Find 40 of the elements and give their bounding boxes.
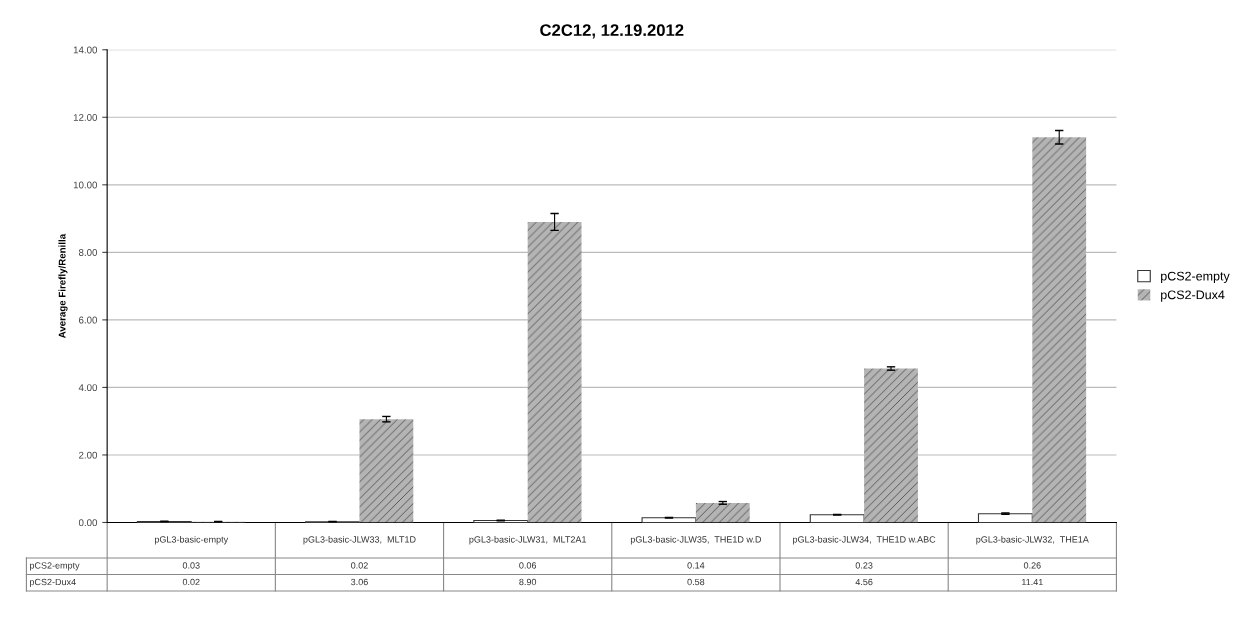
x-tick-label: pGL3-basic-JLW34, THE1D w.ABC xyxy=(793,536,936,545)
chart-title: C2C12, 12.19.2012 xyxy=(540,24,684,39)
legend-label: pCS2-Dux4 xyxy=(1161,290,1225,302)
x-tick-label: pGL3-basic-JLW33, MLT1D xyxy=(303,536,416,545)
y-tick-label: 8.00 xyxy=(78,249,98,256)
y-tick-label: 10.00 xyxy=(73,181,98,189)
bar xyxy=(641,517,697,523)
bar xyxy=(527,221,582,523)
data-label: 0.14 xyxy=(687,562,705,569)
y-axis-title: Average Firefly/Renilla xyxy=(58,233,68,339)
data-label: 0.26 xyxy=(1023,562,1041,569)
data-label: 4.56 xyxy=(855,578,873,586)
y-tick-label: 6.00 xyxy=(79,316,98,324)
x-tick-label: pGL3-basic-JLW31, MLT2A1 xyxy=(469,536,587,545)
bar xyxy=(809,514,865,523)
data-label: 0.02 xyxy=(182,578,200,586)
legend-label: pCS2-empty xyxy=(1161,271,1230,283)
bar xyxy=(695,502,750,523)
bar xyxy=(1032,137,1087,523)
bar xyxy=(977,513,1033,523)
y-tick-label: 0.00 xyxy=(78,519,98,527)
data-label: 11.41 xyxy=(1022,578,1043,586)
x-tick-label: pGL3-basic-JLW35, THE1D w.D xyxy=(630,536,762,545)
data-label: 0.02 xyxy=(351,562,368,569)
text: pCS2-empty xyxy=(30,562,80,571)
y-tick-label: 14.00 xyxy=(73,46,98,54)
text: pCS2-Dux4 xyxy=(30,578,76,587)
data-label: 8.90 xyxy=(519,578,537,586)
data-label: 0.23 xyxy=(855,562,873,569)
data-label: 0.03 xyxy=(182,562,200,569)
data-label: 0.06 xyxy=(519,562,537,569)
y-tick-label: 2.00 xyxy=(79,451,98,459)
data-label: 0.58 xyxy=(687,578,705,586)
x-tick-label: pGL3-basic-empty xyxy=(154,536,229,545)
y-tick-label: 12.00 xyxy=(73,114,98,121)
data-label: 3.06 xyxy=(351,578,368,586)
x-tick-label: pGL3-basic-JLW32, THE1A xyxy=(976,536,1089,545)
bar xyxy=(864,368,918,523)
y-tick-label: 4.00 xyxy=(78,384,98,392)
bar xyxy=(359,419,414,523)
